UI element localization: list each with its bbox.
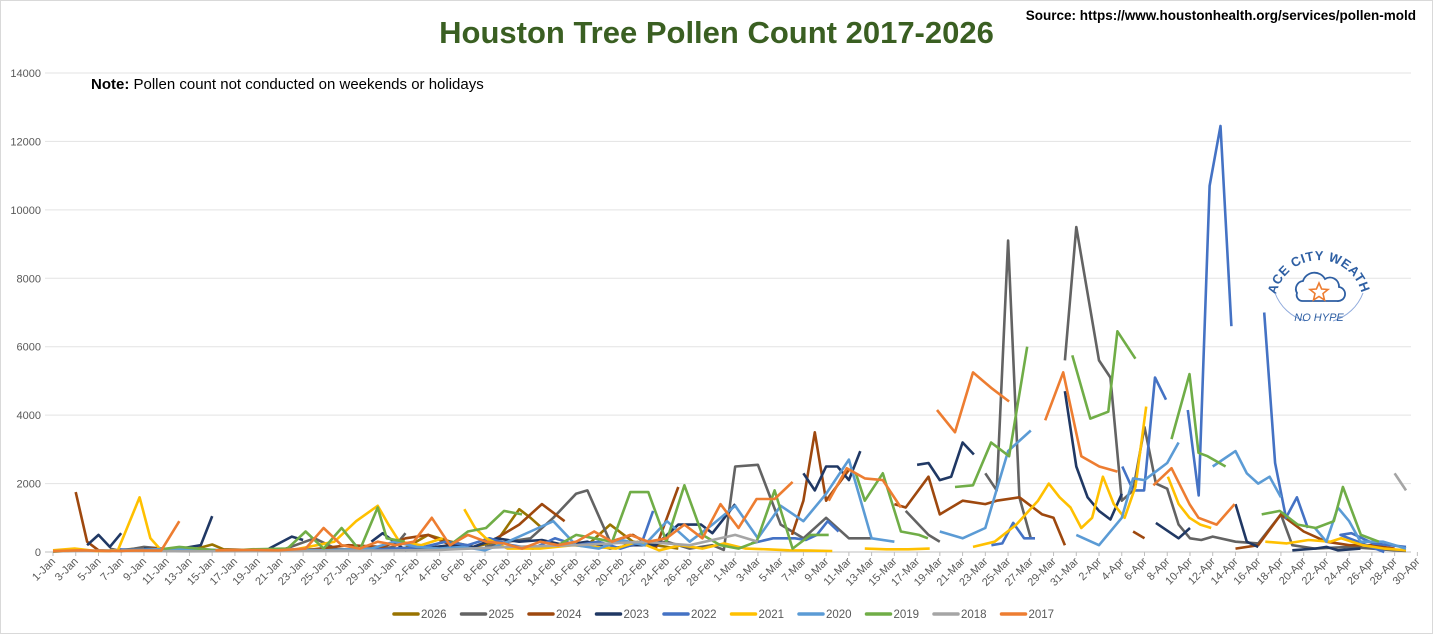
- series-line-2017: [52, 520, 181, 553]
- legend-label-2026: 2026: [421, 609, 447, 621]
- legend-label-2018: 2018: [961, 609, 987, 621]
- series-line-2019: [449, 509, 523, 547]
- series-line-2019: [954, 346, 1029, 489]
- series-line-2019: [557, 483, 829, 550]
- x-tick-label: 2-Apr: [1077, 555, 1105, 583]
- x-tick-label: 5-Jan: [76, 556, 104, 584]
- series-2020: [121, 429, 1407, 553]
- series-line-2021: [1265, 536, 1407, 552]
- x-tick-label: 3-Jan: [53, 556, 81, 584]
- series-line-2021: [1166, 476, 1212, 530]
- series-line-2020: [1075, 441, 1180, 547]
- series-line-2023: [1155, 521, 1191, 540]
- x-tick-label: 1-Mar: [712, 555, 741, 584]
- series-line-2019: [161, 506, 406, 553]
- chart-title: Houston Tree Pollen Count 2017-2026: [439, 15, 994, 50]
- x-tick-label: 7-Mar: [780, 555, 809, 584]
- x-tick-label: 4-Apr: [1099, 555, 1127, 583]
- series-line-2019: [854, 471, 929, 540]
- y-tick-label: 12000: [10, 136, 41, 148]
- logo-ring: [1332, 292, 1364, 322]
- legend-label-2023: 2023: [624, 609, 650, 621]
- legend-label-2017: 2017: [1029, 609, 1055, 621]
- series-line-2025: [984, 239, 1033, 539]
- series-line-2017: [827, 466, 902, 509]
- series-line-2023: [1234, 503, 1259, 549]
- series-2021: [52, 406, 1407, 553]
- series-line-2022: [1262, 312, 1310, 529]
- series-line-2024: [894, 475, 1067, 546]
- series-line-2017: [1043, 371, 1118, 473]
- y-tick-label: 14000: [10, 68, 41, 80]
- series-line-2017: [1152, 466, 1236, 526]
- legend-label-2019: 2019: [894, 609, 920, 621]
- space-city-weather-logo: SPACE CITY WEATHER NO HYPE: [1264, 248, 1373, 324]
- logo-ring: [1274, 292, 1306, 322]
- y-tick-label: 4000: [17, 410, 41, 422]
- chart-note: Note: Pollen count not conducted on week…: [91, 76, 484, 93]
- series-line-2023: [1292, 545, 1361, 552]
- series-2022: [118, 124, 1407, 554]
- series-2025: [109, 225, 1407, 553]
- series-line-2018: [1393, 472, 1408, 492]
- series-line-2023: [802, 450, 862, 492]
- legend-label-2022: 2022: [691, 609, 717, 621]
- series-line-2021: [864, 547, 930, 551]
- x-tick-label: 5-Mar: [757, 555, 786, 584]
- series-line-2023: [1063, 391, 1123, 521]
- series-line-2017: [215, 480, 794, 552]
- y-tick-label: 2000: [17, 479, 41, 491]
- series-line-2020: [1211, 449, 1283, 498]
- note-label: Note:: [91, 76, 130, 93]
- series-line-2020: [1314, 506, 1407, 550]
- note-text: Pollen count not conducted on weekends o…: [129, 76, 484, 93]
- source-text: Source: https://www.houstonhealth.org/se…: [1025, 8, 1416, 23]
- series-line-2025: [904, 510, 941, 543]
- series-line-2017: [935, 371, 1010, 434]
- series-2019: [161, 329, 1380, 553]
- x-tick-label: 6-Apr: [1122, 555, 1150, 583]
- y-tick-label: 8000: [17, 273, 41, 285]
- x-tick-label: 1-Jan: [30, 556, 58, 584]
- x-tick-label: 4-Feb: [416, 556, 445, 585]
- x-tick-label: 7-Jan: [98, 556, 126, 584]
- y-tick-label: 6000: [17, 342, 41, 354]
- y-tick-label: 0: [35, 547, 41, 559]
- series-2024: [74, 430, 1395, 553]
- legend-label-2024: 2024: [556, 609, 582, 621]
- series-line-2019: [1071, 329, 1137, 420]
- x-tick-label: 3-Mar: [734, 555, 763, 584]
- x-tick-label: 6-Feb: [439, 556, 468, 585]
- series-line-2019: [1261, 485, 1380, 543]
- series-line-2023: [86, 532, 123, 549]
- series-line-2022: [1339, 531, 1407, 554]
- cloud-icon: [1295, 271, 1346, 302]
- series-line-2022: [991, 521, 1035, 547]
- logo-top-text: SPACE CITY WEATHER: [1264, 248, 1373, 296]
- legend-label-2025: 2025: [489, 609, 515, 621]
- legend-label-2021: 2021: [759, 609, 785, 621]
- series-line-2020: [939, 429, 1032, 540]
- series-line-2019: [1170, 372, 1227, 468]
- series-2017: [52, 371, 1236, 553]
- series-line-2022: [1186, 124, 1233, 497]
- legend-label-2020: 2020: [826, 609, 852, 621]
- series-line-2024: [1132, 530, 1146, 540]
- logo-bottom-text: NO HYPE: [1294, 312, 1344, 324]
- x-tick-label: 2-Feb: [393, 556, 422, 585]
- series-line-2023: [916, 441, 975, 482]
- y-tick-label: 10000: [10, 205, 41, 217]
- series-line-2022: [1121, 376, 1168, 492]
- star-icon: [1307, 280, 1331, 302]
